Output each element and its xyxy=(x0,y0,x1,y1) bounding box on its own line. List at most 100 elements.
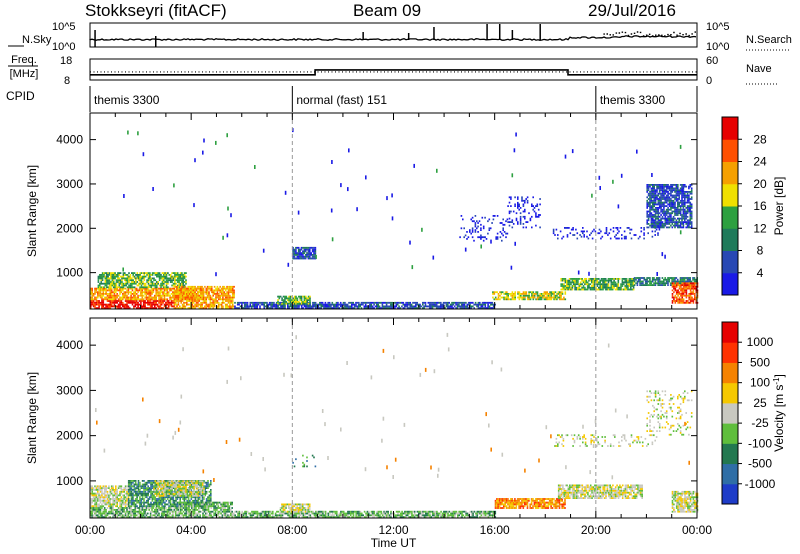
power-echo-cell xyxy=(273,301,275,304)
power-echo-cell xyxy=(309,250,311,253)
power-echo-cell xyxy=(344,303,346,306)
power-echo-cell xyxy=(678,280,680,283)
velocity-echo-cell xyxy=(145,516,148,518)
power-echo-cell xyxy=(145,289,148,292)
power-echo-cell xyxy=(176,303,178,306)
power-echo-cell xyxy=(306,252,308,254)
power-echo-cell xyxy=(684,285,686,288)
power-echo-cell xyxy=(611,285,614,287)
power-echo-cell xyxy=(202,300,205,302)
power-echo-cell xyxy=(303,246,306,249)
power-echo-cell xyxy=(526,296,529,299)
velocity-echo-cell xyxy=(102,505,105,508)
power-echo-cell xyxy=(194,307,196,309)
power-echo-cell xyxy=(471,220,474,223)
power-ytick-label: 2000 xyxy=(56,221,83,235)
power-echo-cell xyxy=(224,293,227,295)
power-echo-cell xyxy=(674,285,677,288)
power-echo-cell xyxy=(171,275,173,278)
power-echo-cell xyxy=(582,286,585,289)
power-echo-cell xyxy=(690,210,693,213)
power-echo-cell xyxy=(165,275,168,278)
power-echo-cell xyxy=(688,191,690,193)
power-echo-cell xyxy=(110,303,113,306)
power-echo-cell xyxy=(212,301,214,304)
power-echo-cell xyxy=(671,189,674,192)
power-echo-cell xyxy=(402,307,405,309)
power-echo-cell xyxy=(678,300,681,302)
power-echo-cell xyxy=(652,215,654,218)
velocity-echo-cell xyxy=(122,516,124,518)
power-echo-cell xyxy=(173,307,176,309)
power-echo-cell xyxy=(639,277,641,279)
power-echo-cell xyxy=(95,301,98,304)
power-echo-cell xyxy=(581,279,583,282)
power-echo-cell xyxy=(208,303,210,306)
power-echo-cell xyxy=(216,291,219,294)
power-echo-cell xyxy=(124,307,127,309)
power-echo-cell xyxy=(110,281,112,283)
power-echo-cell xyxy=(633,234,636,236)
power-echo-cell xyxy=(409,307,411,309)
power-echo-cell xyxy=(526,221,529,223)
velocity-echo-cell xyxy=(156,510,159,513)
nsearch-tick-top: 10^5 xyxy=(706,21,730,33)
power-echo-cell xyxy=(620,288,622,291)
power-echo-cell xyxy=(286,297,289,300)
power-echo-cell xyxy=(592,281,594,284)
velocity-echo-cell xyxy=(148,509,150,511)
power-echo-cell xyxy=(208,294,210,297)
power-echo-cell xyxy=(117,286,119,289)
power-echo-cell xyxy=(160,287,163,290)
power-echo-cell xyxy=(667,191,669,193)
velocity-echo-cell xyxy=(172,516,174,518)
power-echo-cell xyxy=(144,286,147,289)
power-echo-cell xyxy=(511,294,514,297)
power-echo-cell xyxy=(255,305,257,308)
velocity-echo-cell xyxy=(132,498,134,500)
power-echo-cell xyxy=(127,296,130,299)
power-echo-cell xyxy=(165,298,167,301)
power-echo-cell xyxy=(459,305,462,308)
power-echo-cell xyxy=(195,298,198,301)
velocity-echo-cell xyxy=(142,514,145,517)
power-echo-cell xyxy=(162,294,164,297)
power-echo-cell xyxy=(337,307,339,309)
power-echo-cell xyxy=(149,286,151,289)
power-echo-cell xyxy=(135,296,138,299)
power-echo-cell xyxy=(605,228,608,231)
power-echo-cell xyxy=(220,294,223,297)
velocity-echo-cell xyxy=(97,496,99,499)
power-echo-cell xyxy=(594,230,597,233)
power-echo-cell xyxy=(558,291,561,294)
power-echo-cell xyxy=(646,223,648,225)
power-echo-cell xyxy=(311,257,314,260)
power-echo-cell xyxy=(664,191,667,193)
power-echo-cell xyxy=(675,210,678,213)
power-echo-cell xyxy=(529,217,532,220)
power-echo-cell xyxy=(122,274,125,276)
power-echo-cell xyxy=(598,283,600,286)
power-echo-cell xyxy=(503,293,505,295)
power-echo-cell xyxy=(122,301,124,304)
velocity-echo-cell xyxy=(144,510,146,513)
power-echo-cell xyxy=(181,275,183,278)
power-echo-cell xyxy=(356,307,359,309)
power-echo-cell xyxy=(681,226,683,229)
velocity-echo-cell xyxy=(132,481,134,484)
power-echo-cell xyxy=(621,237,623,240)
power-echo-cell xyxy=(550,291,553,294)
power-echo-cell xyxy=(604,286,607,289)
power-echo-cell xyxy=(373,301,375,304)
velocity-echo-cell xyxy=(174,509,177,511)
power-echo-cell xyxy=(323,307,325,309)
power-echo-cell xyxy=(311,250,314,253)
power-echo-cell xyxy=(621,281,624,284)
power-echo-cell xyxy=(518,298,521,301)
velocity-echo-cell xyxy=(95,516,98,518)
power-echo-cell xyxy=(110,274,112,276)
power-echo-cell xyxy=(654,184,657,186)
power-echo-cell xyxy=(292,246,294,249)
power-echo-cell xyxy=(586,281,589,284)
power-echo-cell xyxy=(224,296,227,299)
